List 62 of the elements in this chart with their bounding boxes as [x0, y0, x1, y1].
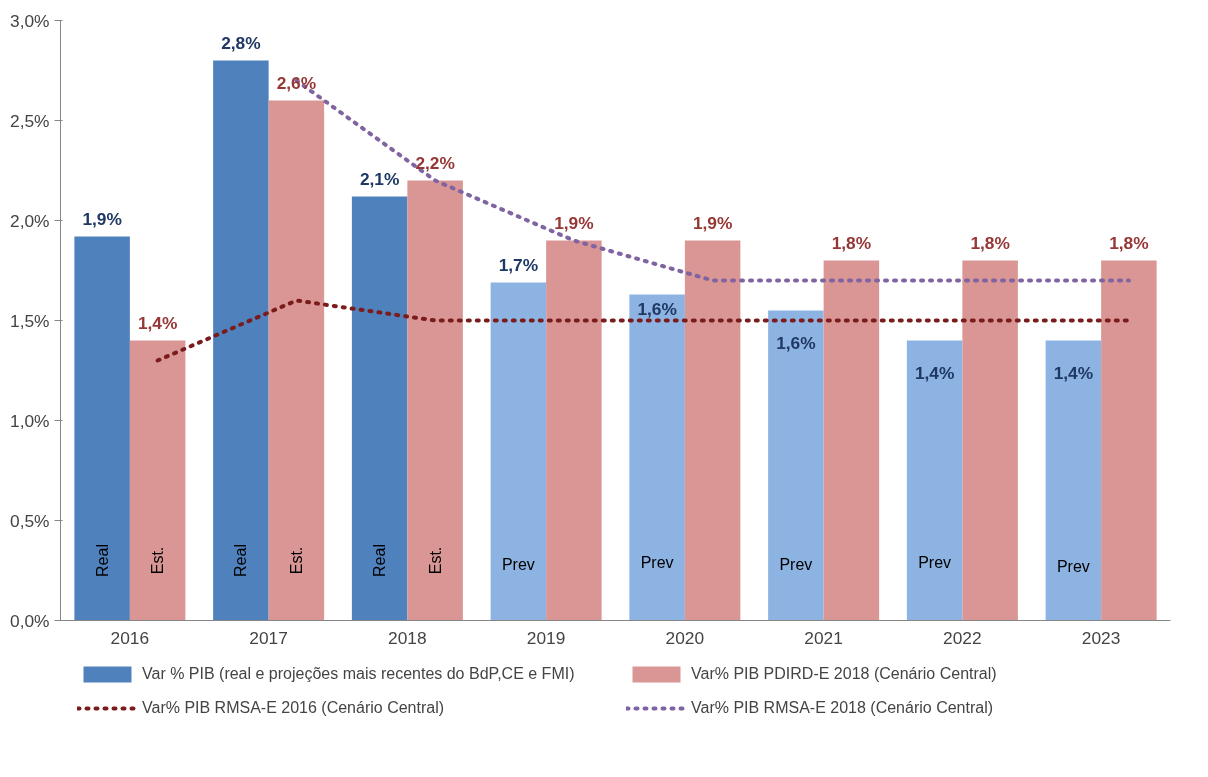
data-label: 2,1%: [359, 168, 400, 189]
data-label: 1,8%: [1109, 232, 1149, 253]
bar: [906, 340, 963, 621]
data-label: 1,7%: [498, 254, 539, 275]
legend-label: Var% PIB RMSA-E 2018 (Cenário Central): [691, 699, 995, 717]
data-label: 1,8%: [970, 232, 1010, 253]
bar: [684, 240, 741, 621]
data-label: 1,4%: [1053, 362, 1094, 383]
bar: [962, 260, 1018, 621]
bar: [629, 294, 685, 621]
legend-label: Var% PIB PDIRD-E 2018 (Cenário Central): [691, 665, 998, 683]
bar: [768, 310, 824, 621]
annotation: Est.: [149, 546, 167, 575]
y-tick-label: 1,5%: [10, 310, 50, 331]
data-label: 1,8%: [831, 232, 872, 253]
data-label: 1,9%: [692, 212, 733, 233]
x-tick-label: 2020: [665, 627, 705, 648]
bar: [351, 196, 408, 621]
x-tick-label: 2019: [526, 627, 566, 648]
y-tick-label: 1,0%: [10, 410, 50, 431]
data-label: 2,2%: [415, 152, 455, 173]
data-label: 1,9%: [554, 212, 594, 233]
bar: [268, 100, 325, 621]
annotation: Real: [93, 544, 111, 577]
annotation: Est.: [426, 546, 444, 575]
bar: [546, 240, 602, 621]
data-label: 2,8%: [221, 32, 261, 53]
data-label: 1,9%: [82, 208, 122, 229]
annotation: Prev: [1056, 558, 1090, 575]
x-tick-label: 2016: [110, 627, 150, 648]
x-tick-label: 2022: [943, 627, 982, 648]
data-label: 2,6%: [276, 72, 317, 93]
bar: [407, 180, 463, 621]
y-tick-label: 0,5%: [10, 510, 50, 531]
x-tick-label: 2018: [388, 627, 427, 648]
legend-label: Var % PIB (real e projeções mais recentes do BdP,CE e FMI): [142, 665, 576, 683]
data-label: 1,6%: [776, 332, 816, 353]
data-label: 1,4%: [137, 312, 178, 333]
bar: [490, 282, 547, 621]
annotation: Prev: [779, 556, 813, 573]
legend-label: Var% PIB RMSA-E 2016 (Cenário Central): [142, 699, 446, 717]
annotation: Prev: [640, 554, 674, 571]
bar: [129, 340, 186, 621]
annotation: Prev: [918, 554, 952, 571]
bar: [823, 260, 880, 621]
data-label: 1,6%: [637, 298, 677, 319]
annotation: Est.: [287, 546, 305, 575]
x-tick-label: 2017: [249, 627, 288, 648]
bar: [213, 60, 269, 621]
y-tick-label: 3,0%: [10, 10, 50, 31]
x-tick-label: 2021: [804, 627, 843, 648]
annotation: Prev: [501, 556, 535, 573]
bar: [74, 236, 130, 621]
y-tick-label: 2,0%: [10, 210, 50, 231]
annotation: Real: [371, 544, 389, 577]
x-tick-label: 2023: [1081, 627, 1121, 648]
annotation: Real: [232, 544, 250, 577]
bar: [1101, 260, 1157, 621]
y-tick-label: 2,5%: [10, 110, 50, 131]
data-label: 1,4%: [914, 362, 955, 383]
y-tick-label: 0,0%: [10, 610, 50, 631]
bar: [1045, 340, 1102, 621]
